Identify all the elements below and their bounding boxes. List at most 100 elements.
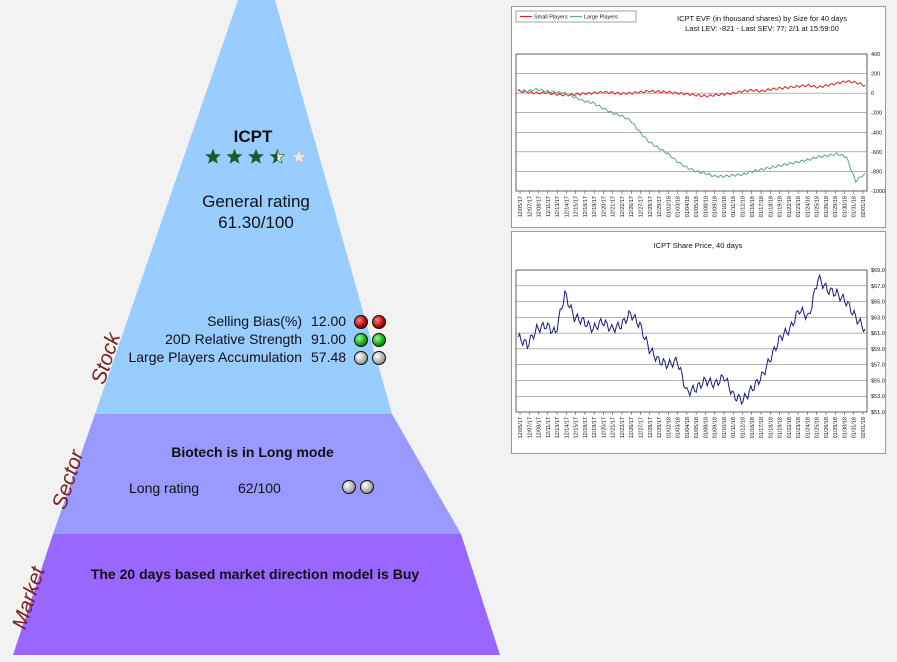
market-tier [13,534,500,655]
metric-label: Large Players Accumulation [128,349,302,365]
x-tick-label: 02/01/18 [861,417,867,438]
x-tick-label: 01/08/18 [703,196,709,217]
y-tick-label: $51.0 [871,410,885,416]
x-tick-label: 12/22/17 [620,196,626,217]
star-icon [226,148,243,164]
y-tick-label: $53.0 [871,394,885,400]
x-tick-label: 01/17/18 [759,417,765,438]
metric-value: 57.48 [311,349,347,365]
x-tick-label: 01/10/18 [722,196,728,217]
sector-tier [53,414,461,534]
market-headline: The 20 days based market direction model… [90,566,420,582]
y-tick-label: $69.0 [871,268,885,274]
x-tick-label: 01/31/18 [852,417,858,438]
x-tick-label: 12/13/17 [555,196,561,217]
star-icon [269,148,286,164]
green-ball-icon [354,333,368,348]
x-tick-label: 01/05/18 [694,196,700,217]
x-tick-label: 12/18/17 [583,417,589,438]
x-tick-label: 01/30/18 [842,417,848,438]
x-tick-label: 12/05/17 [518,196,524,217]
x-tick-label: 01/19/18 [778,417,784,438]
sector-indicator [338,478,374,496]
sector-rating-label: Long rating [129,480,200,496]
x-tick-label: 01/04/18 [685,196,691,217]
star-icon [291,148,307,164]
x-tick-label: 01/23/18 [796,417,802,438]
stock-ticker: ICPT [233,127,273,146]
grey-ball-icon [372,351,386,366]
x-tick-label: 01/24/18 [805,196,811,217]
x-tick-label: 01/25/18 [815,417,821,438]
chart-subtitle: Last LEV: -821 - Last SEV: 77; 2/1 at 15… [685,24,839,33]
x-tick-label: 12/28/17 [648,417,654,438]
chart-title: ICPT EVF (in thousand shares) by Size fo… [677,14,847,23]
price-chart: ICPT Share Price, 40 days $69.0 $67.0 $65.0… [515,241,885,438]
stock-tier [95,0,392,414]
x-tick-label: 12/11/17 [546,196,552,217]
x-tick-label: 01/25/18 [815,196,821,217]
x-tick-label: 01/29/18 [833,417,839,438]
x-tick-label: 01/16/18 [750,196,756,217]
x-tick-label: 12/13/17 [555,417,561,438]
x-tick-label: 01/03/18 [676,417,682,438]
x-tick-label: 12/19/17 [592,417,598,438]
x-tick-label: 01/26/18 [824,417,830,438]
evf-chart: ICPT EVF (in thousand shares) by Size fo… [515,10,885,217]
green-ball-icon [372,333,386,348]
x-tick-label: 01/11/18 [731,196,737,217]
x-tick-label: 01/12/18 [740,196,746,217]
x-tick-label: 01/31/18 [852,196,858,217]
metric-indicator [350,331,386,348]
x-tick-label: 12/07/17 [527,196,533,217]
y-tick-label: $61.0 [871,331,885,337]
series-line [517,80,866,98]
x-tick-label: 01/26/18 [824,196,830,217]
y-tick-label: $59.0 [871,347,885,353]
y-tick-label: $65.0 [871,300,885,306]
price-chart-panel: ICPT Share Price, 40 days $69.0 $67.0 $65.0… [511,231,886,454]
y-tick-label: $63.0 [871,315,885,321]
x-tick-label: 01/22/18 [787,196,793,217]
red-ball-icon [354,315,368,330]
rating-pyramid [13,0,500,655]
x-tick-label: 01/03/18 [676,196,682,217]
x-tick-label: 01/02/18 [666,417,672,438]
x-tick-label: 12/22/17 [620,417,626,438]
sector-ball-2 [360,479,374,494]
metric-indicator [350,313,386,330]
x-tick-label: 01/04/18 [685,417,691,438]
y-tick-label: -800 [871,169,882,175]
x-tick-label: 01/18/18 [768,417,774,438]
x-tick-label: 01/24/18 [805,417,811,438]
x-tick-label: 02/01/18 [861,196,867,217]
series-line [517,88,866,183]
x-tick-label: 01/30/18 [842,196,848,217]
x-tick-label: 12/08/17 [537,417,543,438]
x-tick-label: 01/02/18 [666,196,672,217]
x-tick-label: 12/08/17 [537,196,543,217]
general-rating-label: General rating [202,192,310,211]
legend-label: Small Players [534,15,568,21]
x-tick-label: 12/20/17 [601,417,607,438]
metric-row: Large Players Accumulation 57.48 [100,349,400,367]
red-ball-icon [372,315,386,330]
x-tick-label: 01/10/18 [722,417,728,438]
x-tick-label: 12/14/17 [564,196,570,217]
x-tick-label: 12/19/17 [592,196,598,217]
x-tick-label: 12/15/17 [574,196,580,217]
sector-headline: Biotech is in Long mode [171,444,334,460]
x-tick-label: 12/28/17 [648,196,654,217]
x-tick-label: 12/11/17 [546,417,552,438]
star-icon [205,148,221,164]
x-tick-label: 12/14/17 [564,417,570,438]
x-tick-label: 12/27/17 [639,417,645,438]
general-rating-value: 61.30/100 [218,213,294,232]
x-tick-label: 01/19/18 [778,196,784,217]
x-tick-label: 01/11/18 [731,417,737,438]
metric-indicator [350,349,386,366]
x-tick-label: 01/08/18 [703,417,709,438]
x-tick-label: 12/26/17 [629,417,635,438]
x-tick-label: 12/15/17 [574,417,580,438]
x-tick-label: 01/09/18 [713,417,719,438]
